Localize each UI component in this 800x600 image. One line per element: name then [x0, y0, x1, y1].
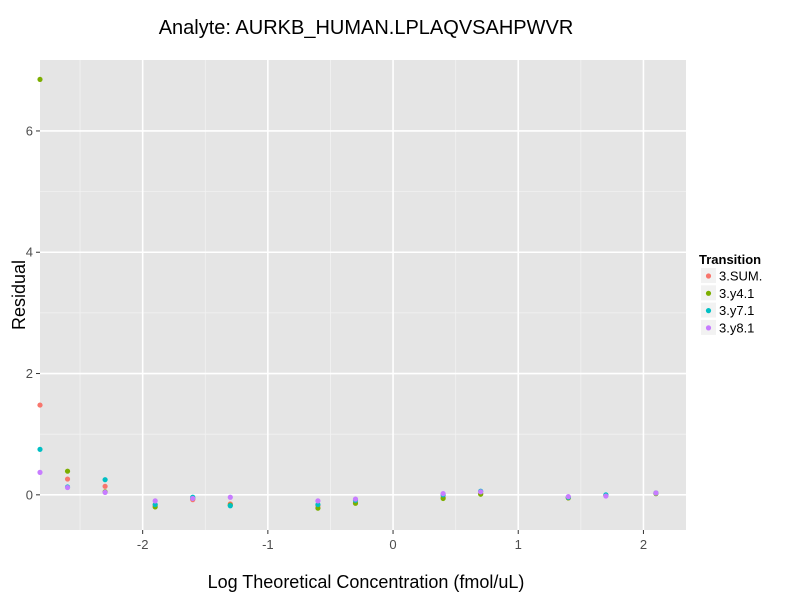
- data-point: [315, 501, 321, 508]
- data-point: [64, 484, 71, 491]
- data-point: [64, 468, 71, 474]
- x-tick-label: -1: [262, 537, 274, 552]
- major-gridlines: [40, 60, 686, 530]
- data-point: [37, 76, 43, 83]
- data-point: [440, 491, 446, 497]
- y-tick-label: 6: [26, 123, 33, 138]
- y-axis-title: Residual: [9, 260, 29, 330]
- data-point: [190, 495, 196, 502]
- data-point: [565, 494, 571, 500]
- y-tick-label: 2: [26, 366, 33, 381]
- plot-panel: [40, 60, 686, 530]
- data-points: [37, 76, 659, 511]
- data-point: [227, 503, 233, 509]
- data-point: [315, 505, 321, 511]
- data-point: [653, 490, 659, 496]
- x-tick-label: 2: [640, 537, 647, 552]
- legend-label: 3.y8.1: [719, 320, 754, 335]
- data-point: [152, 501, 158, 508]
- data-point: [102, 489, 108, 495]
- legend-key-point: [705, 290, 712, 296]
- data-point: [152, 498, 158, 504]
- data-point: [102, 483, 108, 489]
- data-point: [37, 402, 43, 408]
- x-axis-title: Log Theoretical Concentration (fmol/uL): [208, 572, 525, 592]
- legend-label: 3.SUM.: [719, 269, 762, 284]
- legend-key-point: [705, 325, 712, 331]
- legend: Transition 3.SUM. 3.y4.1 3.y7.1 3.y8.1: [699, 252, 762, 335]
- data-point: [37, 446, 43, 452]
- data-point: [37, 469, 43, 475]
- data-point: [227, 494, 233, 500]
- x-tick-label: 1: [515, 537, 522, 552]
- legend-key-point: [705, 273, 712, 279]
- y-axis-ticks: 0 2 4 6: [26, 123, 40, 502]
- data-point: [64, 476, 71, 482]
- y-tick-label: 4: [26, 245, 33, 260]
- x-tick-label: -2: [137, 537, 149, 552]
- legend-key-point: [705, 308, 712, 314]
- data-point: [440, 495, 446, 502]
- data-point: [315, 498, 321, 504]
- data-point: [352, 496, 359, 502]
- chart-title: Analyte: AURKB_HUMAN.LPLAQVSAHPWVR: [159, 17, 574, 39]
- x-tick-label: 0: [389, 537, 396, 552]
- legend-label: 3.y7.1: [719, 303, 754, 318]
- legend-items: 3.SUM. 3.y4.1 3.y7.1 3.y8.1: [701, 268, 762, 335]
- legend-title: Transition: [699, 252, 761, 267]
- data-point: [603, 493, 609, 499]
- data-point: [478, 489, 484, 495]
- data-point: [102, 477, 108, 483]
- minor-gridlines: [40, 60, 686, 530]
- x-axis-ticks: -2 -1 0 1 2: [137, 530, 647, 552]
- legend-label: 3.y4.1: [719, 286, 754, 301]
- y-tick-label: 0: [26, 487, 33, 502]
